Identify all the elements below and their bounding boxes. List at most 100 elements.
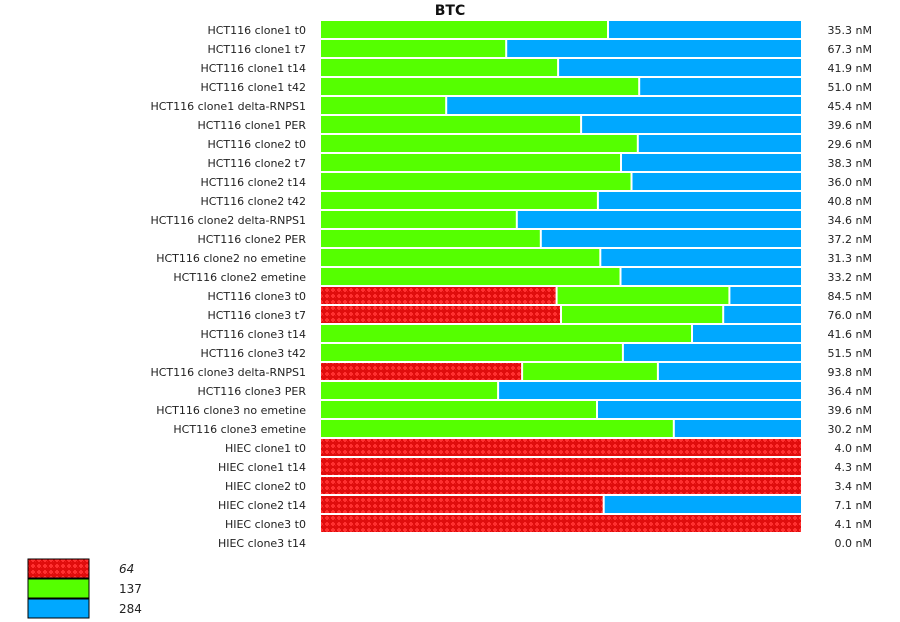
bar-segment-64: [321, 363, 522, 380]
row-label: HCT116 clone3 emetine: [173, 423, 306, 436]
row-label: HIEC clone3 t14: [218, 537, 306, 550]
value-label: 67.3 nM: [828, 43, 872, 56]
legend-swatch: [27, 598, 90, 619]
bar-segment-284: [638, 135, 801, 152]
bar-segment-64: [321, 496, 603, 513]
legend-label: 284: [119, 602, 142, 616]
bar-segment-284: [598, 192, 801, 209]
bar-segment-137: [321, 78, 639, 95]
value-label: 4.1 nM: [835, 518, 872, 531]
value-label: 34.6 nM: [828, 214, 872, 227]
legend-swatch: [27, 558, 90, 579]
bar-row: HCT116 clone2 t42 40.8 nM: [200, 192, 872, 209]
bar-row: HIEC clone1 t14 4.3 nM: [218, 458, 872, 475]
bar-row: HCT116 clone3 t7 76.0 nM: [207, 306, 872, 323]
bar-segment-137: [321, 344, 622, 361]
value-label: 51.0 nM: [828, 81, 872, 94]
value-label: 84.5 nM: [828, 290, 872, 303]
row-label: HCT116 clone1 t7: [207, 43, 306, 56]
bar-row: HCT116 clone1 t0 35.3 nM: [207, 21, 872, 38]
value-label: 33.2 nM: [828, 271, 872, 284]
bar-segment-284: [724, 306, 801, 323]
bar-segment-284: [621, 268, 801, 285]
row-label: HIEC clone3 t0: [225, 518, 306, 531]
bar-segment-137: [523, 363, 657, 380]
value-label: 40.8 nM: [828, 195, 872, 208]
bar-segment-137: [321, 59, 558, 76]
value-label: 39.6 nM: [828, 119, 872, 132]
bar-segment-137: [562, 306, 723, 323]
bar-row: HIEC clone3 t14 0.0 nM: [218, 537, 872, 550]
bar-segment-64: [321, 515, 801, 532]
bar-segment-284: [674, 420, 801, 437]
row-label: HCT116 clone1 PER: [198, 119, 307, 132]
bar-segment-137: [321, 420, 673, 437]
bar-row: HCT116 clone2 emetine 33.2 nM: [173, 268, 872, 285]
value-label: 41.9 nM: [828, 62, 872, 75]
bar-segment-284: [623, 344, 801, 361]
row-label: HIEC clone2 t14: [218, 499, 306, 512]
legend-swatch: [27, 578, 90, 599]
bar-row: HIEC clone2 t14 7.1 nM: [218, 496, 872, 513]
value-label: 39.6 nM: [828, 404, 872, 417]
value-label: 4.0 nM: [835, 442, 872, 455]
bar-segment-284: [640, 78, 801, 95]
bar-segment-284: [632, 173, 801, 190]
bar-segment-284: [693, 325, 801, 342]
row-label: HIEC clone1 t14: [218, 461, 306, 474]
bar-segment-137: [321, 401, 596, 418]
bar-row: HCT116 clone2 PER 37.2 nM: [198, 230, 872, 247]
value-label: 7.1 nM: [835, 499, 872, 512]
row-label: HCT116 clone2 t42: [200, 195, 306, 208]
bar-segment-137: [321, 211, 516, 228]
value-label: 36.4 nM: [828, 385, 872, 398]
row-label: HCT116 clone1 delta-RNPS1: [150, 100, 306, 113]
legend-item: 137: [27, 578, 142, 599]
bar-row: HCT116 clone2 delta-RNPS1 34.6 nM: [150, 211, 872, 228]
row-label: HCT116 clone2 t7: [207, 157, 306, 170]
row-label: HCT116 clone2 emetine: [173, 271, 306, 284]
bar-rows: HCT116 clone1 t0 35.3 nM HCT116 clone1 t7 6…: [150, 21, 872, 550]
value-label: 51.5 nM: [828, 347, 872, 360]
row-label: HCT116 clone2 no emetine: [156, 252, 306, 265]
bar-segment-64: [321, 439, 801, 456]
bar-segment-137: [321, 21, 607, 38]
row-label: HIEC clone2 t0: [225, 480, 306, 493]
bar-segment-137: [321, 154, 620, 171]
bar-row: HCT116 clone1 t7 67.3 nM: [207, 40, 872, 57]
legend: 64 137 284: [27, 558, 142, 619]
bar-segment-137: [321, 135, 637, 152]
value-label: 41.6 nM: [828, 328, 872, 341]
row-label: HCT116 clone2 t14: [200, 176, 306, 189]
bar-row: HCT116 clone3 t0 84.5 nM: [207, 287, 872, 304]
row-label: HCT116 clone2 t0: [207, 138, 306, 151]
bar-row: HIEC clone1 t0 4.0 nM: [225, 439, 872, 456]
value-label: 31.3 nM: [828, 252, 872, 265]
bar-row: HCT116 clone3 no emetine 39.6 nM: [156, 401, 872, 418]
value-label: 4.3 nM: [835, 461, 872, 474]
legend-label: 137: [119, 582, 142, 596]
bar-segment-137: [321, 325, 691, 342]
bar-segment-137: [321, 173, 631, 190]
row-label: HCT116 clone3 delta-RNPS1: [150, 366, 306, 379]
bar-segment-284: [598, 401, 801, 418]
value-label: 93.8 nM: [828, 366, 872, 379]
bar-segment-284: [541, 230, 801, 247]
value-label: 29.6 nM: [828, 138, 872, 151]
bar-row: HCT116 clone3 PER 36.4 nM: [198, 382, 872, 399]
value-label: 30.2 nM: [828, 423, 872, 436]
bar-row: HCT116 clone1 PER 39.6 nM: [198, 116, 872, 133]
bar-row: HCT116 clone2 no emetine 31.3 nM: [156, 249, 872, 266]
bar-row: HCT116 clone3 t42 51.5 nM: [200, 344, 872, 361]
row-label: HCT116 clone3 t7: [207, 309, 306, 322]
legend-item: 64: [27, 558, 134, 579]
bar-segment-64: [321, 458, 801, 475]
bar-segment-284: [447, 97, 801, 114]
bar-row: HCT116 clone1 delta-RNPS1 45.4 nM: [150, 97, 872, 114]
row-label: HCT116 clone3 PER: [198, 385, 307, 398]
bar-segment-137: [321, 40, 506, 57]
bar-segment-137: [321, 382, 498, 399]
legend-label: 64: [119, 562, 134, 576]
chart-title: BTC: [435, 3, 466, 19]
